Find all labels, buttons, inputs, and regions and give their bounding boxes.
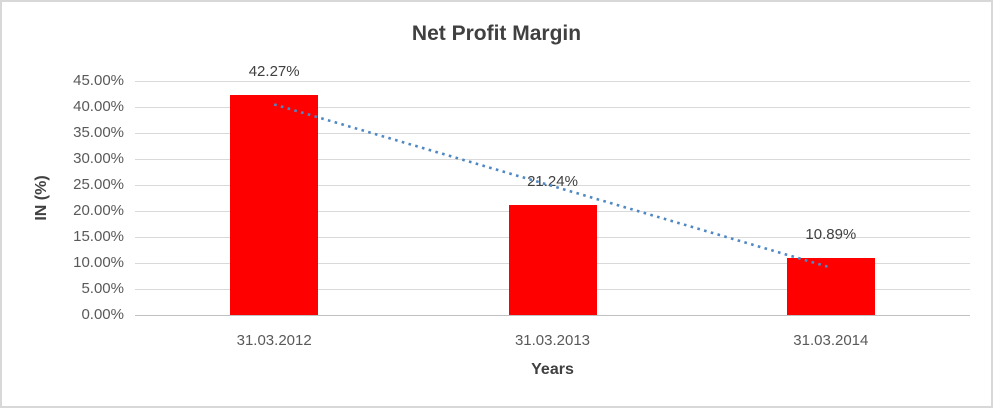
y-tick-label: 0.00% [81, 306, 124, 323]
bar [786, 258, 875, 315]
bar [230, 95, 319, 315]
bar [508, 204, 597, 315]
y-tick-label: 20.00% [73, 202, 124, 219]
y-tick-label: 15.00% [73, 228, 124, 245]
bar-data-label: 21.24% [527, 172, 578, 190]
y-tick-label: 30.00% [73, 150, 124, 167]
y-tick-label: 25.00% [73, 176, 124, 193]
y-tick-label: 5.00% [81, 280, 124, 297]
y-tick-label: 40.00% [73, 98, 124, 115]
y-tick-label: 45.00% [73, 72, 124, 89]
x-tick-label: 31.03.2013 [514, 332, 591, 349]
x-axis-title: Years [531, 361, 574, 378]
y-tick-label: 35.00% [73, 124, 124, 141]
chart-title: Net Profit Margin [411, 22, 582, 45]
y-tick-label: 10.00% [73, 254, 124, 271]
bar-data-label: 10.89% [805, 226, 857, 244]
x-tick-label: 31.03.2014 [793, 332, 869, 349]
x-tick-label: 31.03.2012 [236, 332, 312, 349]
bar-data-label: 42.27% [248, 63, 300, 81]
